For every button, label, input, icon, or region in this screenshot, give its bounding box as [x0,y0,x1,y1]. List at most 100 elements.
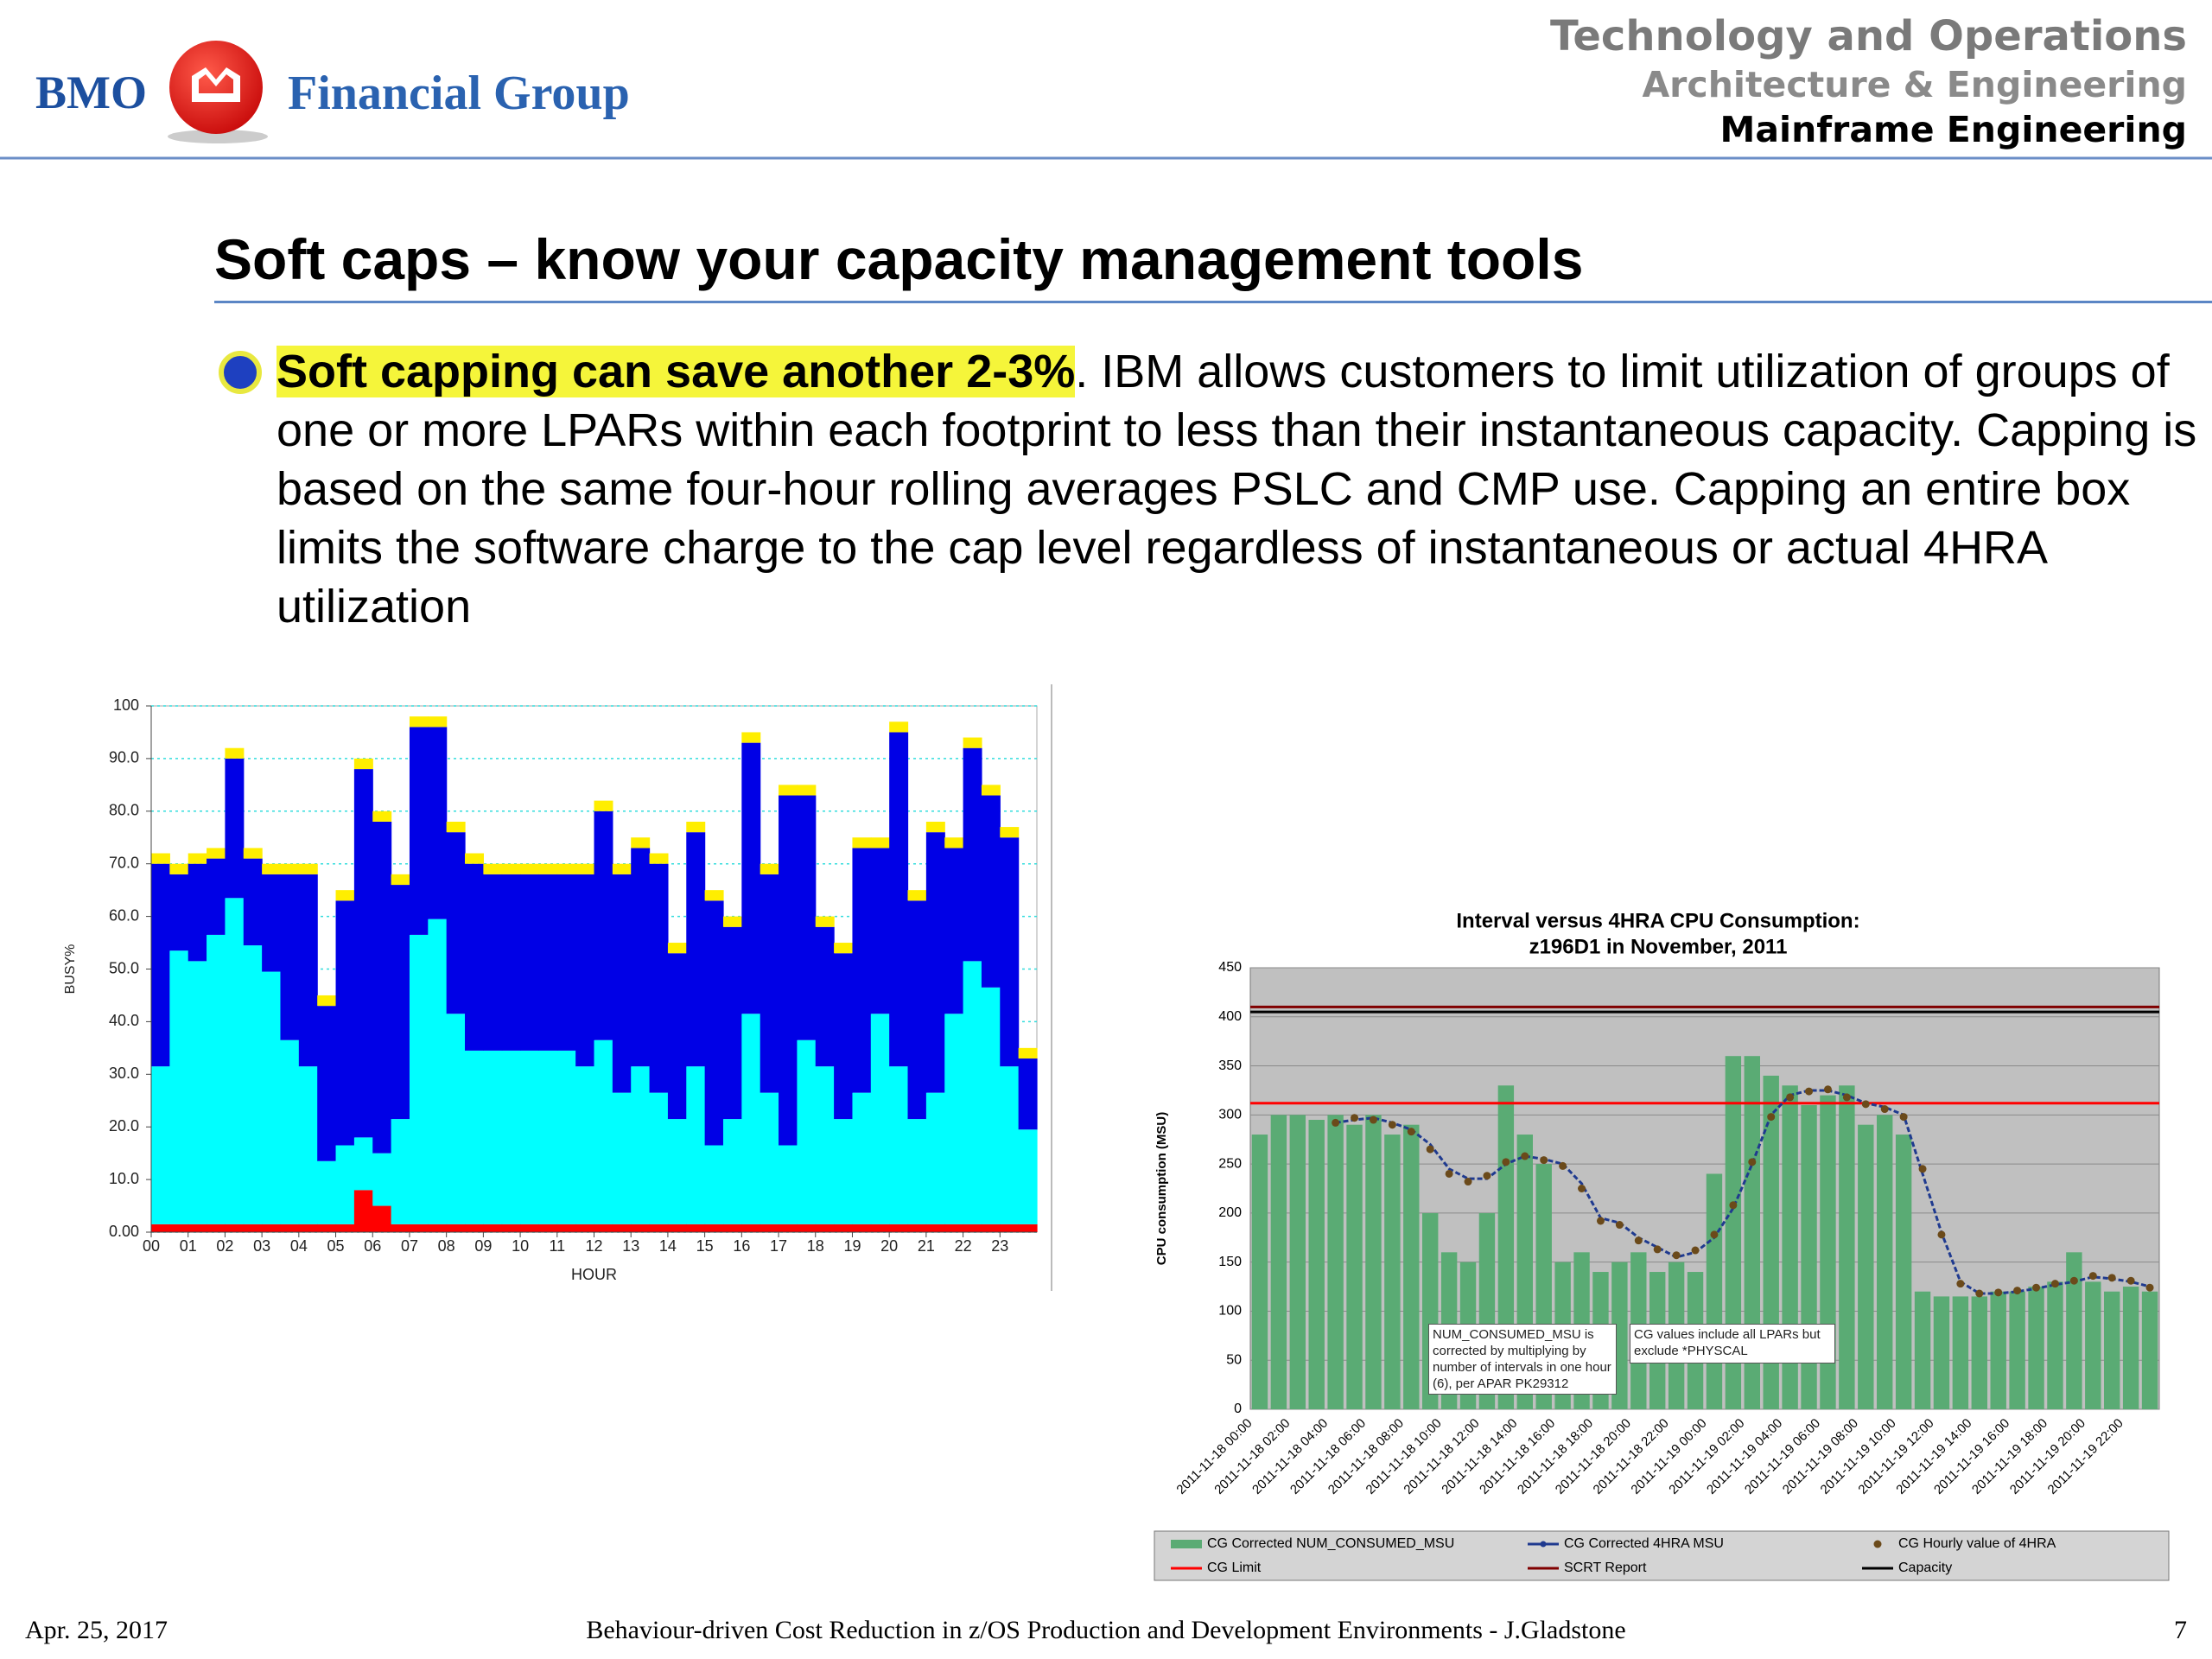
bar-segment [520,1224,540,1232]
bar-segment [631,848,651,1067]
x-tick-label: 18 [807,1237,824,1255]
point [1786,1093,1795,1102]
bar-segment [280,863,300,874]
bar-segment [722,1224,742,1232]
point [1918,1165,1927,1173]
x-tick-label: 04 [290,1237,308,1255]
point [1578,1185,1586,1192]
bar-segment [963,961,982,1224]
legend-label: CG Corrected NUM_CONSUMED_MSU [1207,1536,1454,1551]
bar-segment [391,874,410,886]
bar-segment [446,1224,466,1232]
bar-segment [889,1224,909,1232]
bar-segment [944,848,964,1014]
bar-segment [280,874,300,1040]
y-tick-label: 450 [1218,960,1242,975]
point [2145,1283,2154,1292]
bar-segment [335,1224,355,1232]
point [1956,1280,1965,1288]
y-tick-label: 250 [1218,1156,1242,1171]
bar-segment [298,1066,318,1224]
point [1615,1221,1624,1230]
point [1445,1169,1453,1178]
bar-segment [501,1224,521,1232]
point [1805,1087,1814,1096]
bar-segment [391,1224,410,1232]
bar-segment [501,1050,521,1224]
y-tick-label: 300 [1218,1108,1242,1122]
bar-segment [428,727,448,919]
bar-segment [243,1224,263,1232]
bar-segment [298,863,318,874]
bar-segment [262,863,282,874]
bar-segment [1000,1224,1020,1232]
bar-segment [243,858,263,946]
bar-segment [151,1066,170,1224]
bar-segment [686,832,706,1067]
bar-segment [981,795,1001,988]
bar-segment [631,1224,651,1232]
bar [2047,1281,2063,1409]
y-tick-label: 60.0 [109,906,139,924]
footer-center: Behaviour-driven Cost Reduction in z/OS … [0,1616,2212,1645]
bar-segment [815,1066,835,1224]
bar-segment [556,1050,576,1224]
bar-segment [483,874,503,1051]
legend-label: CG Hourly value of 4HRA [1898,1536,2056,1551]
bar-segment [1000,1066,1020,1224]
legend-label: SCRT Report [1564,1560,1647,1575]
bar-segment [649,1224,669,1232]
y-tick-label: 200 [1218,1205,1242,1220]
bar-segment [317,1006,337,1161]
point [1842,1093,1851,1102]
annotation: NUM_CONSUMED_MSU is corrected by multipl… [1428,1324,1617,1395]
bar [2028,1287,2044,1409]
bar-segment [722,916,742,927]
legend-label: CG Corrected 4HRA MSU [1564,1536,1724,1551]
bar-segment [1018,1224,1038,1232]
x-tick-label: 21 [918,1237,935,1255]
bar-segment [963,737,982,748]
bar-segment [925,1224,945,1232]
header-line: Technology and Operations [1549,12,2187,60]
point [1559,1161,1567,1170]
legend-swatch [1540,1541,1547,1548]
bar-segment [907,890,927,901]
bar-segment [649,1092,669,1224]
bar-segment [612,874,632,1093]
bar-segment [1000,827,1020,838]
point [2013,1287,2022,1295]
bar-segment [575,863,595,874]
x-tick-label: 10 [512,1237,529,1255]
bar-segment [556,863,576,874]
x-tick-label: 16 [733,1237,750,1255]
bar-segment [353,1137,373,1191]
x-tick-label: 20 [880,1237,898,1255]
bar-segment [834,943,854,954]
point [1899,1113,1908,1122]
legend-box [1154,1530,2170,1581]
bar-segment [151,863,170,1067]
bar-segment [298,874,318,1067]
bar-segment [207,934,226,1224]
bar-segment [667,943,687,954]
bar-segment [925,821,945,833]
annotation: CG values include all LPARs but exclude … [1630,1324,1835,1363]
y-tick-label: 90.0 [109,749,139,766]
bar-segment [797,795,817,1040]
bar-segment [188,1224,207,1232]
bar-segment [575,1224,595,1232]
chart-title: Interval versus 4HRA CPU Consumption: [1456,909,1859,932]
point [1351,1114,1359,1122]
bar-segment [556,874,576,1051]
chart-subtitle: z196D1 in November, 2011 [1529,935,1788,958]
bar-segment [760,1092,779,1224]
bar-segment [372,821,392,1154]
y-tick-label: 400 [1218,1009,1242,1024]
y-tick-label: 0.00 [109,1223,139,1240]
bar-segment [779,1145,798,1224]
bar-segment [889,1066,909,1224]
bar-segment [225,1224,245,1232]
bar-segment [834,1119,854,1224]
